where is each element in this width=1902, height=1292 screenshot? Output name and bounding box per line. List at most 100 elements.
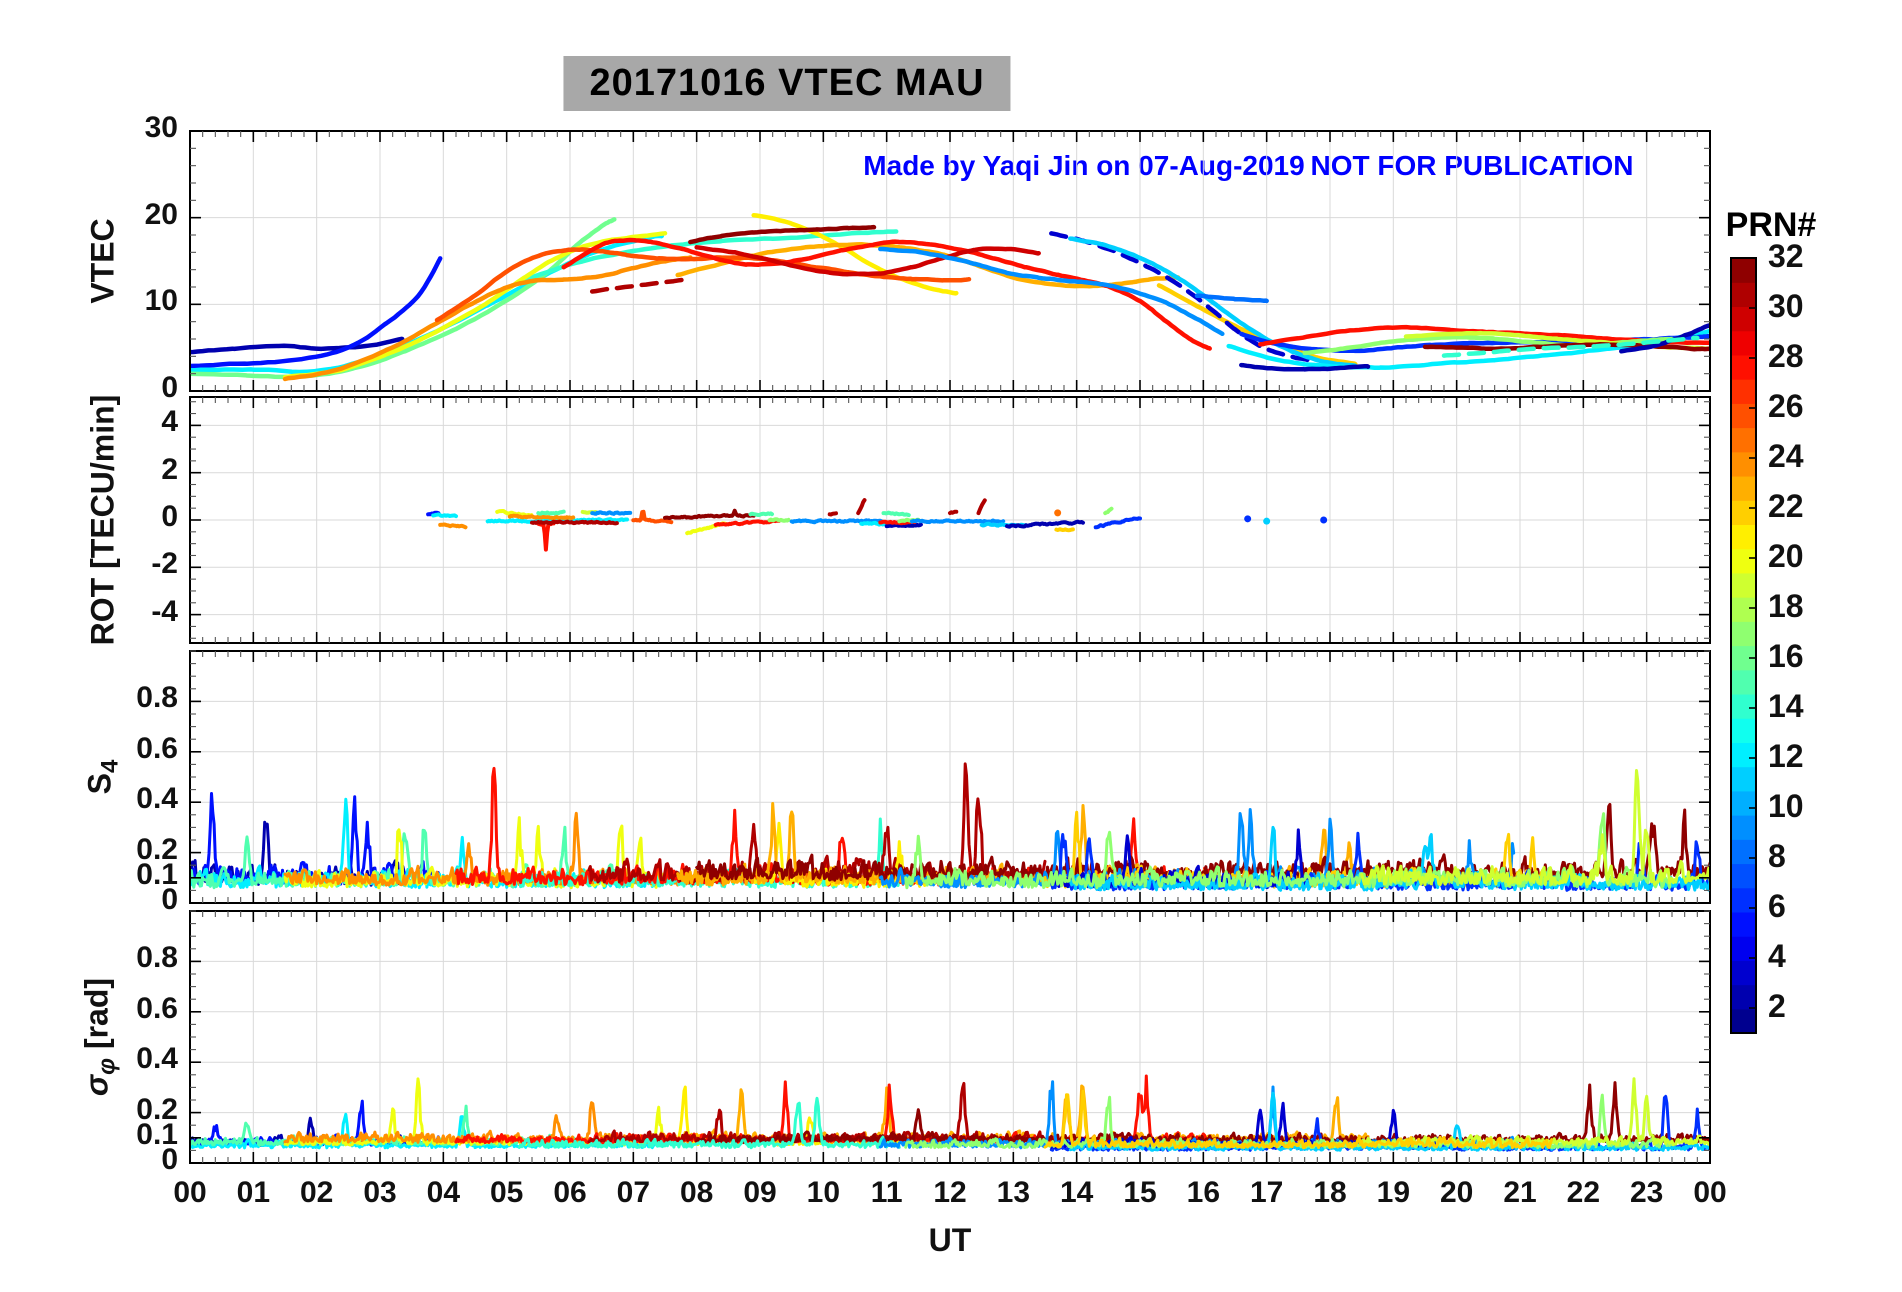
x-tick-label: 00 — [173, 1176, 207, 1209]
vtec-arc-prn5 — [190, 256, 443, 369]
vtec-arc-prn22 — [1156, 283, 1358, 367]
rot-segment-prn12 — [431, 512, 458, 519]
y-tick-label-s4: 0.4 — [136, 782, 178, 816]
colorbar-block — [1731, 984, 1756, 1010]
rot-segment-prn9 — [910, 518, 1006, 525]
rot-segment-prn15 — [536, 509, 566, 516]
x-tick-label: 12 — [933, 1176, 967, 1209]
credit-text: Made by Yaqi Jin on 07-Aug-2019 — [863, 150, 1305, 181]
x-tick-label: 10 — [806, 1176, 841, 1209]
panel-series-s4 — [190, 762, 1710, 892]
colorbar-tick-label: 6 — [1768, 888, 1786, 924]
xlabel-ut: UT — [928, 1222, 972, 1258]
y-tick-label-s4: 0.1 — [136, 857, 178, 891]
colorbar-tick-label: 2 — [1768, 988, 1786, 1024]
x-tick-label: 11 — [870, 1176, 903, 1209]
colorbar-tick-label: 22 — [1768, 488, 1804, 524]
x-tick-label: 06 — [553, 1176, 587, 1209]
y-tick-label-rot: 4 — [161, 405, 178, 439]
x-tick-label: 22 — [1566, 1176, 1601, 1209]
chart-title: 20171016 VTEC MAU — [563, 56, 1011, 111]
rot-segment-prn22 — [1054, 527, 1075, 533]
vtec-arc-prn9 — [878, 246, 1225, 337]
colorbar-tick-label: 28 — [1768, 338, 1804, 374]
rot-segment-prn31 — [976, 498, 987, 516]
warning-text: NOT FOR PUBLICATION — [1310, 150, 1634, 181]
rot-segment-prn24 — [507, 513, 576, 521]
colorbar-frame — [1730, 257, 1757, 1034]
colorbar-block — [1731, 960, 1756, 986]
colorbar-block — [1731, 742, 1756, 768]
y-tick-label-vtec: 10 — [144, 284, 178, 318]
colorbar-block — [1731, 451, 1756, 477]
panel-series-sigma — [190, 1074, 1710, 1152]
x-tick-label: 18 — [1313, 1176, 1347, 1209]
panel-series-rot — [426, 498, 1328, 552]
panel-series-vtec — [190, 212, 1710, 382]
colorbar-block — [1731, 354, 1756, 380]
colorbar-tick-label: 10 — [1768, 788, 1804, 824]
y-tick-label-sigma: 0.4 — [136, 1042, 178, 1076]
y-tick-label-vtec: 20 — [144, 197, 178, 231]
colorbar-block — [1731, 427, 1756, 453]
colorbar-block — [1731, 936, 1756, 961]
colorbar-block — [1731, 572, 1756, 598]
rot-segment-prn31 — [856, 498, 867, 516]
y-tick-label-vtec: 30 — [144, 111, 178, 144]
x-tick-label: 02 — [299, 1176, 334, 1209]
colorbar-block — [1731, 330, 1756, 356]
vtec-arc-prn24 — [282, 255, 693, 382]
colorbar-block — [1731, 597, 1756, 622]
rot-segment-prn9 — [789, 518, 885, 525]
colorbar-title: PRN# — [1725, 206, 1817, 244]
x-tick-label: 23 — [1629, 1176, 1664, 1209]
s4-trace-prn17 — [904, 812, 1674, 890]
x-tick-label: 15 — [1123, 1176, 1157, 1209]
rot-segment-prn28 — [713, 518, 781, 527]
rot-segment-prn32 — [663, 508, 756, 520]
y-tick-label-rot: -2 — [151, 547, 178, 581]
rot-segment-prn15 — [881, 510, 911, 518]
rot-segment-prn2 — [884, 522, 923, 529]
rot-segment-prn6 — [1093, 516, 1142, 530]
vtec-arc-prn2 — [1239, 362, 1371, 372]
colorbar-block — [1731, 500, 1756, 526]
sigma-trace-prn19 — [1360, 1077, 1710, 1147]
colorbar-block — [1731, 475, 1756, 501]
rot-segment-prn24 — [438, 522, 468, 530]
sigma-trace-prn14 — [517, 1096, 901, 1150]
colorbar-block — [1731, 258, 1756, 283]
x-tick-label: 07 — [616, 1176, 651, 1209]
rot-segment-prn28 — [536, 521, 556, 552]
x-tick-label: 08 — [679, 1176, 714, 1209]
colorbar-tick-label: 26 — [1768, 388, 1804, 424]
vtec-arc-prn28 — [561, 237, 1212, 351]
rot-segment-prn31 — [827, 511, 838, 517]
colorbar-tick-label: 24 — [1768, 438, 1804, 474]
vtec-arc-prn11 — [1068, 236, 1358, 369]
y-tick-label-s4: 0.8 — [136, 681, 178, 715]
rot-segment-prn31 — [530, 519, 619, 526]
x-tick-label: 05 — [489, 1176, 524, 1209]
x-tick-label: 04 — [426, 1176, 461, 1209]
rot-segment-prn9 — [590, 510, 633, 516]
rot-dot-prn25 — [1054, 509, 1062, 517]
rot-dot-prn11 — [1263, 517, 1271, 525]
x-tick-label: 00 — [1693, 1176, 1727, 1209]
y-tick-label-rot: -4 — [151, 594, 178, 628]
colorbar-block — [1731, 863, 1756, 889]
x-tick-label: 01 — [236, 1176, 271, 1209]
colorbar-tick-label: 14 — [1768, 688, 1804, 724]
colorbar-block — [1731, 621, 1756, 647]
colorbar-tick-label: 16 — [1768, 638, 1804, 674]
colorbar-block — [1731, 911, 1756, 937]
rot-segment-prn17 — [1103, 506, 1114, 516]
colorbar-block — [1731, 1008, 1756, 1034]
colorbar-block — [1731, 718, 1756, 743]
colorbar-block — [1731, 403, 1756, 429]
y-tick-label-vtec: 0 — [161, 371, 178, 404]
vtec-arc-prn8 — [1194, 293, 1269, 304]
sigma-trace-prn22 — [1043, 1089, 1554, 1150]
vtec-arc-prn2 — [190, 336, 405, 355]
